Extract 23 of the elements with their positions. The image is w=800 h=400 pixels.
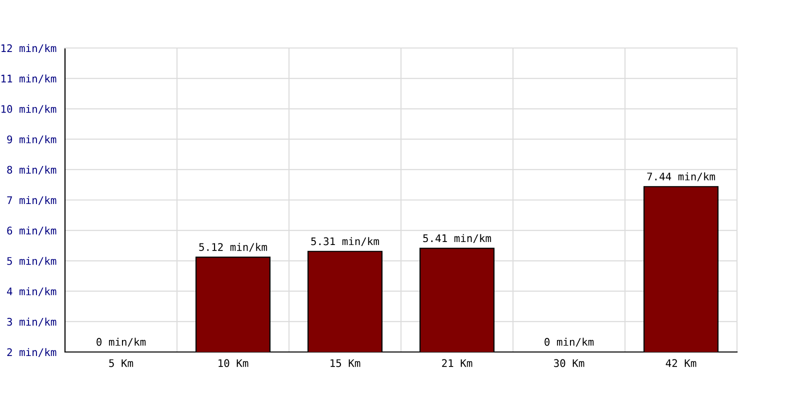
data-label: 5.31 min/km: [311, 237, 379, 246]
data-label: 5.12 min/km: [199, 242, 267, 252]
y-tick-label: 12 min/km: [1, 44, 56, 53]
text: 0 min/km: [96, 338, 146, 347]
y-tick-label: 6 min/km: [7, 226, 56, 236]
y-tick-label: 8 min/km: [7, 166, 56, 175]
x-tick-label: 30 Km: [554, 359, 584, 368]
x-tick-label: 42 Km: [666, 359, 696, 367]
data-label: 5.41 min/km: [423, 234, 491, 243]
y-tick-label: 7 min/km: [7, 196, 56, 205]
y-tick-label: 9 min/km: [7, 135, 56, 144]
y-tick-label: 10 min/km: [1, 104, 56, 114]
y-tick-label: 4 min/km: [7, 287, 56, 296]
x-tick-label: 21 Km: [442, 359, 472, 367]
x-tick-label: 10 Km: [218, 359, 248, 368]
y-tick-label: 2 min/km: [7, 348, 56, 357]
text: 0 min/km: [544, 338, 594, 347]
x-tick-label: 15 Km: [330, 359, 360, 368]
y-tick-label: 3 min/km: [7, 318, 56, 327]
x-tick-label: 5 Km: [109, 359, 134, 368]
y-tick-label: 11 min/km: [1, 74, 56, 84]
y-tick-label: 5 min/km: [7, 256, 56, 266]
data-label: 7.44 min/km: [647, 172, 715, 182]
